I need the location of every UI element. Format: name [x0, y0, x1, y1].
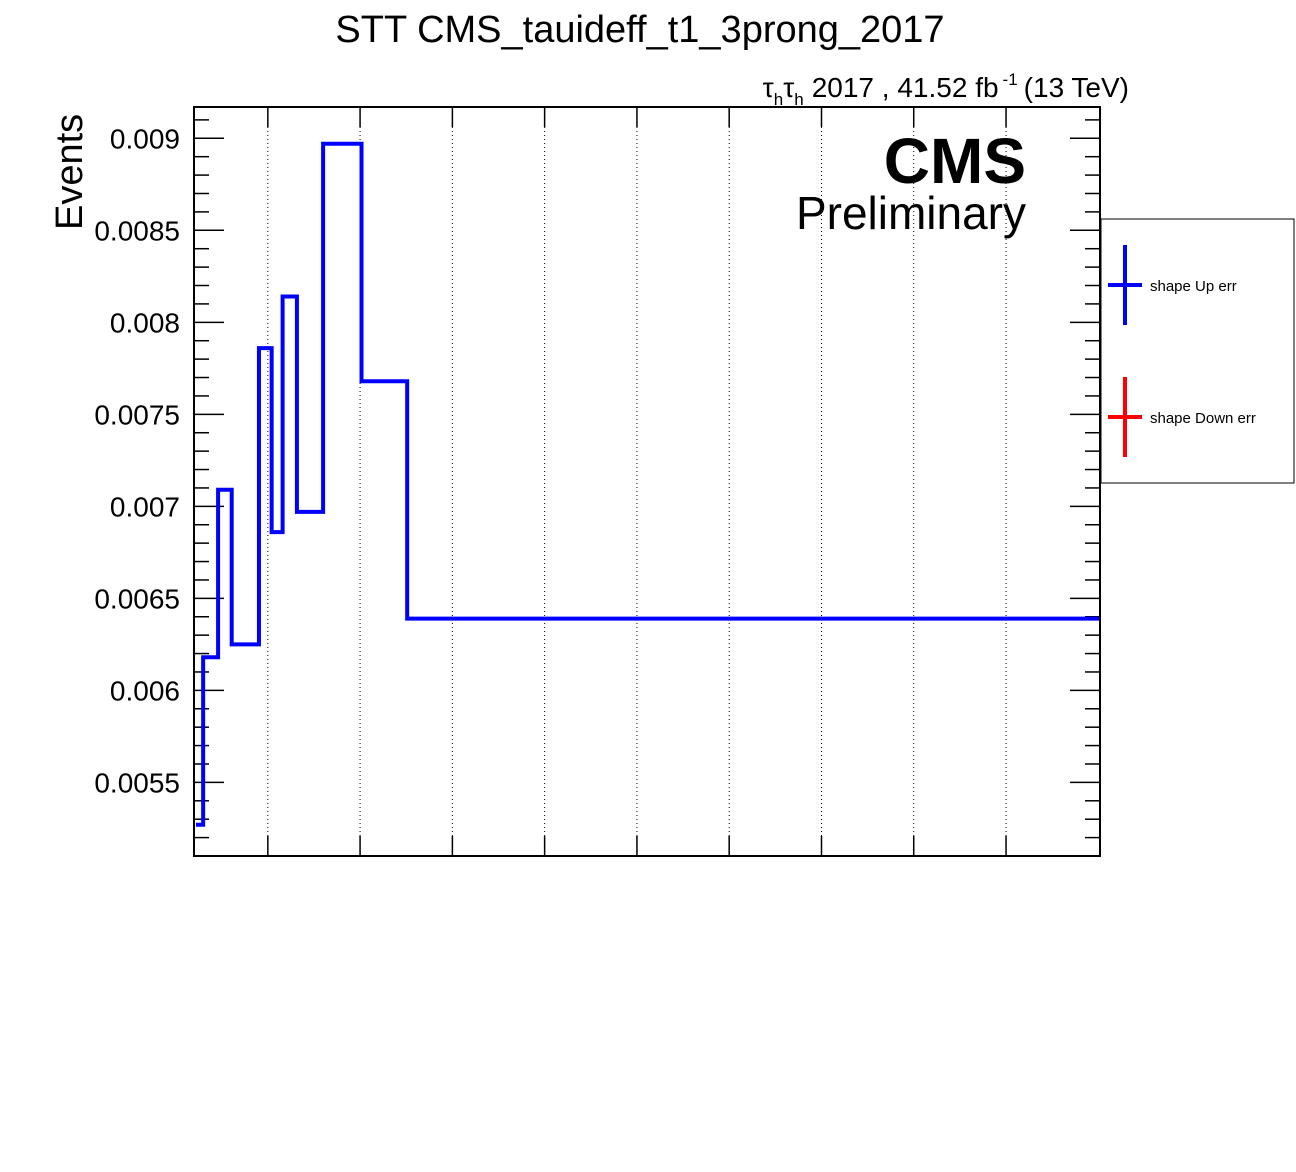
y-tick-label: 0.0085 — [94, 215, 180, 246]
y-tick-label: 0.008 — [110, 307, 180, 338]
plot-frame — [193, 106, 1101, 857]
y-tick-label: 0.0055 — [94, 767, 180, 798]
lumi-prefix: 2017 , 41.52 fb — [812, 72, 999, 103]
lumi-superscript: -1 — [1003, 70, 1018, 89]
y-tick-label: 0.0075 — [94, 399, 180, 430]
cms-label: CMS — [884, 125, 1026, 197]
tau-subscript-2: h — [794, 90, 803, 109]
y-tick-label: 0.009 — [110, 123, 180, 154]
legend-up-label: shape Up err — [1150, 278, 1237, 295]
y-tick-labels: 0.0055 0.006 0.0065 0.007 0.0075 0.008 0.0085 0… — [94, 123, 180, 798]
legend: shape Up err shape Down err — [1100, 218, 1295, 484]
x-gridlines — [267, 107, 1007, 856]
legend-box — [1100, 218, 1295, 484]
preliminary-label: Preliminary — [796, 187, 1026, 239]
chart-title: STT CMS_tauideff_t1_3prong_2017 — [335, 9, 944, 51]
tau-symbol-2: τ — [783, 72, 794, 103]
tau-subscript-1: h — [774, 90, 783, 109]
legend-entry-down: shape Down err — [1108, 377, 1256, 457]
y-tick-label: 0.006 — [110, 675, 180, 706]
y-axis-label: Events — [49, 114, 91, 230]
y-tick-label: 0.0065 — [94, 583, 180, 614]
lumi-suffix: (13 TeV) — [1024, 72, 1129, 103]
lumi-label: τhτh 2017 , 41.52 fb -1 (13 TeV) — [763, 70, 1129, 109]
tau-symbol-1: τ — [763, 72, 774, 103]
series-0-step-line — [196, 141, 1100, 827]
legend-down-label: shape Down err — [1150, 410, 1256, 427]
legend-entry-up: shape Up err — [1108, 245, 1237, 325]
series-group — [196, 141, 1100, 827]
y-tick-label: 0.007 — [110, 491, 180, 522]
